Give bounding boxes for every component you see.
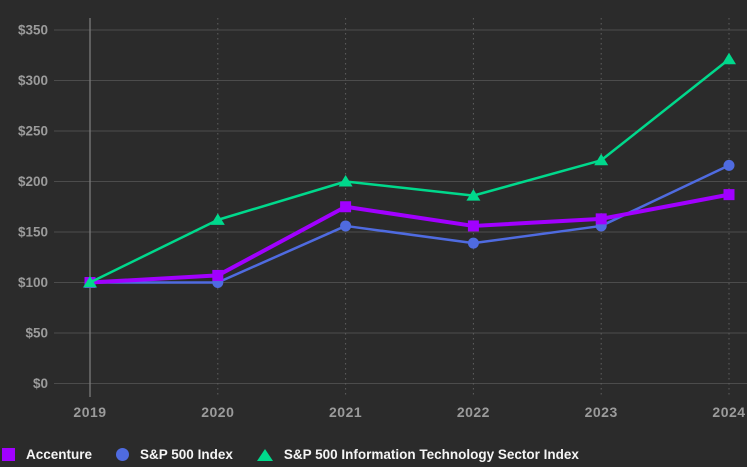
data-point-s-p-500-index — [340, 220, 352, 232]
data-point-s-p-500-information-technology-sector-index — [83, 276, 97, 288]
vertical-gridlines — [89, 18, 730, 397]
y-axis-tick-label: $200 — [18, 174, 48, 189]
data-point-accenture — [340, 201, 352, 213]
y-axis-tick-label: $100 — [18, 275, 48, 290]
x-axis-tick-label: 2022 — [457, 404, 490, 420]
y-axis-tick-label: $350 — [18, 23, 48, 38]
y-axis-tick-label: $300 — [18, 73, 48, 88]
sp500-circle-icon — [116, 448, 130, 461]
y-axis-tick-label: $50 — [25, 326, 48, 341]
x-axis-tick-label: 2019 — [73, 404, 106, 420]
data-point-accenture — [595, 213, 607, 225]
data-point-accenture — [723, 189, 735, 201]
x-axis-tick-label: 2021 — [329, 404, 362, 420]
legend-label-accenture: Accenture — [26, 447, 93, 462]
legend-item-sp500: S&P 500 Index — [116, 447, 233, 462]
data-point-s-p-500-information-technology-sector-index — [338, 175, 353, 187]
data-point-accenture — [212, 269, 224, 281]
data-point-s-p-500-index — [723, 159, 735, 171]
series-line-accenture — [89, 192, 730, 285]
x-axis-tick-labels: 2019 2020 2021 2022 2023 2024 — [73, 404, 745, 420]
data-point-accenture — [467, 220, 479, 232]
series-line-s-p-500-index — [90, 164, 730, 284]
x-axis-tick-label: 2023 — [585, 404, 618, 420]
chart-series — [83, 52, 736, 288]
y-axis-tick-label: $0 — [33, 376, 48, 391]
data-point-s-p-500-information-technology-sector-index — [722, 52, 736, 65]
line-chart: $0$50$100$150$200$250$300$350 2019 2020 20… — [18, 18, 747, 420]
legend-item-accenture: Accenture — [2, 447, 92, 462]
data-point-s-p-500-information-technology-sector-index — [210, 213, 225, 225]
legend-item-sp500-it: S&P 500 Information Technology Sector In… — [256, 447, 579, 462]
legend-label-sp500-it: S&P 500 Information Technology Sector In… — [283, 447, 579, 462]
chart-legend: Accenture S&P 500 Index S&P 500 Informat… — [2, 447, 579, 462]
legend-label-sp500: S&P 500 Index — [140, 447, 233, 462]
sp500-it-triangle-icon — [256, 448, 273, 461]
data-point-s-p-500-information-technology-sector-index — [594, 153, 609, 166]
y-axis-tick-label: $150 — [18, 225, 48, 240]
data-point-s-p-500-index — [467, 237, 479, 249]
y-axis-tick-label: $250 — [18, 124, 48, 139]
data-point-s-p-500-information-technology-sector-index — [466, 189, 481, 201]
y-axis-tick-labels: $0 $50 $100 $150 $200 $250 $300 $350 — [18, 23, 48, 392]
series-line-s-p-500-information-technology-sector-index — [89, 58, 730, 284]
accenture-square-icon — [2, 448, 15, 461]
x-axis-tick-label: 2024 — [712, 404, 745, 420]
x-axis-tick-label: 2020 — [201, 404, 234, 420]
